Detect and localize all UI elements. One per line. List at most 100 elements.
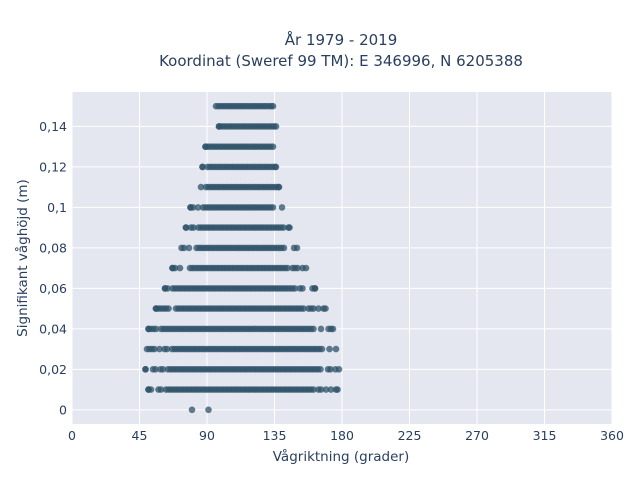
data-point (311, 285, 319, 292)
data-point (197, 183, 205, 191)
data-point (185, 244, 193, 252)
data-point (294, 264, 301, 272)
band-points (182, 224, 293, 231)
data-point (145, 386, 152, 393)
data-point (317, 366, 324, 373)
x-tick-label: 90 (199, 428, 215, 443)
data-point (318, 345, 326, 353)
data-point (335, 366, 343, 373)
data-point (327, 386, 335, 393)
x-tick-label: 180 (330, 428, 354, 443)
band-points (142, 366, 343, 373)
x-tick-label: 315 (533, 428, 557, 443)
data-point (329, 325, 337, 333)
data-point (152, 305, 160, 312)
band-points (145, 325, 337, 333)
band-points (152, 305, 329, 312)
data-point (284, 264, 291, 272)
band-points (199, 163, 280, 171)
data-point (157, 386, 165, 393)
data-point (188, 406, 196, 414)
data-point (310, 325, 317, 333)
data-point (269, 143, 277, 150)
x-tick-label: 225 (398, 428, 422, 443)
data-point (187, 204, 194, 211)
band-points (215, 123, 280, 130)
data-point (332, 345, 340, 353)
x-axis-ticks: 0 45 90 135 180 225 270 315 360 (68, 428, 624, 443)
data-point (278, 204, 286, 211)
x-tick-label: 270 (465, 428, 489, 443)
band-points (187, 204, 286, 211)
data-point (165, 305, 172, 312)
data-point (212, 102, 220, 110)
data-point (152, 366, 159, 373)
data-point (159, 366, 167, 373)
data-point (163, 345, 171, 353)
data-point (310, 305, 317, 312)
band-points (143, 345, 340, 353)
data-point (145, 325, 152, 333)
data-point (215, 123, 223, 130)
band-points (188, 406, 212, 414)
data-point (152, 325, 160, 333)
data-point (280, 224, 287, 231)
data-point (272, 163, 280, 171)
data-point (269, 102, 277, 110)
data-point (199, 163, 206, 171)
band-points (169, 264, 310, 272)
data-point (280, 244, 288, 252)
data-point (269, 204, 277, 211)
data-point (194, 204, 202, 211)
data-point (322, 386, 330, 393)
chart-subtitle: Koordinat (Sweref 99 TM): E 346996, N 62… (159, 52, 523, 70)
y-axis-label: Signifikant våghöjd (m) (14, 179, 31, 337)
data-point (315, 305, 322, 312)
band-points (212, 102, 277, 110)
data-point (151, 345, 158, 353)
data-point (205, 406, 212, 414)
band-points (161, 285, 319, 292)
y-tick-label: 0 (59, 402, 67, 417)
data-point (310, 386, 317, 393)
data-point (143, 345, 151, 353)
y-tick-label: 0,1 (47, 200, 67, 215)
data-point (322, 305, 329, 312)
data-point (202, 143, 209, 150)
band-points (202, 143, 277, 150)
data-point (178, 244, 185, 252)
data-point (334, 386, 341, 393)
data-point (156, 345, 163, 353)
data-point (300, 305, 307, 312)
data-point (302, 264, 310, 272)
data-point (176, 264, 184, 272)
data-point (275, 183, 283, 191)
data-points (142, 102, 343, 414)
data-point (327, 366, 334, 373)
data-point (142, 366, 149, 373)
data-point (182, 224, 190, 231)
x-tick-label: 0 (68, 428, 76, 443)
y-tick-label: 0,08 (39, 240, 67, 255)
y-axis-ticks: 0 0,02 0,04 0,06 0,08 0,1 0,12 0,14 (39, 119, 67, 417)
band-points (197, 183, 283, 191)
data-point (286, 224, 293, 231)
data-point (291, 285, 299, 292)
data-point (161, 285, 169, 292)
data-point (326, 345, 333, 353)
y-tick-label: 0,06 (39, 281, 67, 296)
data-point (299, 285, 306, 292)
data-point (317, 325, 325, 333)
y-tick-label: 0,04 (39, 321, 67, 336)
y-tick-label: 0,14 (39, 119, 67, 134)
x-axis-label: Vågriktning (grader) (273, 448, 410, 465)
x-tick-label: 45 (132, 428, 148, 443)
y-tick-label: 0,02 (39, 362, 67, 377)
y-tick-label: 0,12 (39, 159, 67, 174)
band-points (145, 386, 341, 393)
data-point (169, 264, 176, 272)
x-tick-label: 360 (600, 428, 624, 443)
x-tick-label: 135 (263, 428, 287, 443)
chart-title: År 1979 - 2019 (285, 30, 398, 49)
